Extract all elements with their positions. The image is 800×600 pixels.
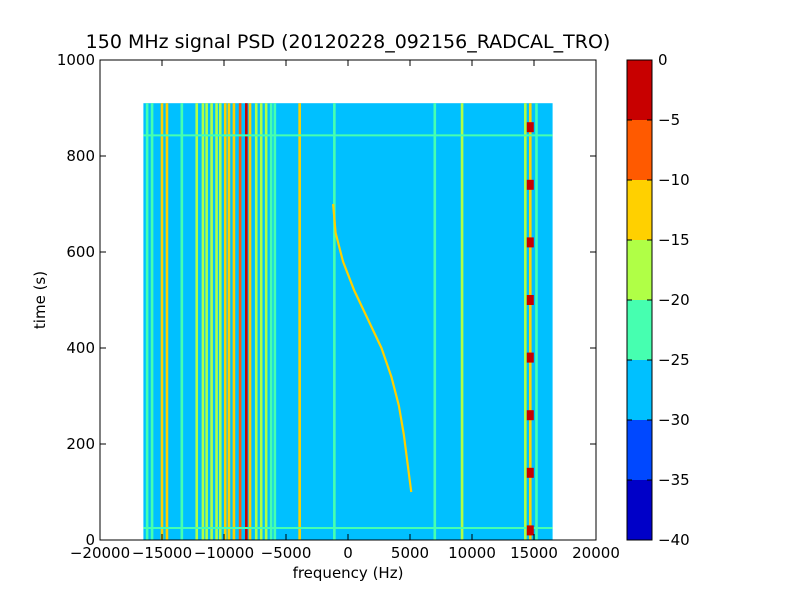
heatmap-background (143, 103, 553, 540)
y-tick-label: 0 (85, 531, 95, 549)
heatmap-area (143, 103, 553, 540)
spectral-line (245, 103, 248, 540)
spectral-line (223, 103, 227, 540)
drifting-signal (332, 203, 413, 493)
spectral-line (238, 103, 242, 540)
spectral-line (254, 103, 258, 540)
burst-mark (526, 352, 534, 363)
x-tick-label: −20000 (70, 544, 130, 562)
spectral-line (298, 103, 301, 540)
spectral-line (264, 103, 268, 540)
spectral-line (524, 103, 527, 540)
colorbar-tick-label: 0 (658, 51, 668, 69)
spectral-line (150, 103, 154, 540)
colorbar-tick-label: −10 (658, 171, 690, 189)
spectral-line (460, 103, 464, 540)
spectral-line (195, 103, 199, 540)
spectral-line (160, 103, 164, 540)
y-tick-label: 600 (66, 243, 95, 261)
burst-mark (526, 179, 534, 190)
spectral-line (180, 103, 184, 540)
colorbar-segment (627, 420, 652, 480)
spectral-line (145, 103, 149, 540)
spectral-line (259, 103, 263, 540)
colorbar-tick-label: −35 (658, 471, 690, 489)
x-tick-label: 0 (343, 544, 353, 562)
burst-mark (526, 467, 534, 478)
y-axis-label: time (s) (31, 271, 49, 329)
x-tick-label: −10000 (194, 544, 254, 562)
y-tick-label: 800 (66, 147, 95, 165)
colorbar-segment (627, 120, 652, 180)
colorbar-segment (627, 300, 652, 360)
spectral-line (269, 103, 273, 540)
colorbar-segment (627, 360, 652, 420)
y-tick-label: 400 (66, 339, 95, 357)
x-tick-label: −5000 (261, 544, 312, 562)
spectral-line (333, 103, 336, 540)
burst-mark (526, 525, 534, 536)
y-tick-label: 200 (66, 435, 95, 453)
spectral-line (535, 103, 538, 540)
spectral-line (210, 103, 213, 540)
x-tick-label: 15000 (510, 544, 558, 562)
colorbar-ticks: 0 −5 −10 −15 −20 −25 −30 −35 −40 (627, 51, 690, 549)
colorbar-segment (627, 180, 652, 240)
colorbar-segment (627, 60, 652, 120)
spectral-line (205, 103, 208, 540)
spectral-line (215, 103, 218, 540)
x-tick-label: 5000 (391, 544, 429, 562)
time-band (143, 527, 553, 529)
x-tick-label: 10000 (448, 544, 496, 562)
x-tick-label: −15000 (132, 544, 192, 562)
burst-mark (526, 410, 534, 421)
colorbar-tick-label: −25 (658, 351, 690, 369)
colorbar-tick-label: −15 (658, 231, 690, 249)
spectral-line (232, 103, 236, 540)
colorbar-tick-label: −5 (658, 111, 680, 129)
y-tick-label: 1000 (57, 51, 95, 69)
x-axis-label: frequency (Hz) (293, 564, 404, 582)
spectral-line (433, 103, 437, 540)
x-tick-label: 20000 (572, 544, 620, 562)
spectral-line (227, 103, 231, 540)
colorbar-tick-label: −20 (658, 291, 690, 309)
colorbar (626, 59, 653, 541)
x-axis: −20000 −15000 −10000 −5000 0 5000 10000 15000 20… (70, 60, 620, 562)
burst-mark (526, 295, 534, 305)
y-axis: 0 200 400 600 800 1000 (57, 51, 596, 549)
spectral-line (218, 103, 222, 540)
spectral-line (528, 103, 532, 540)
colorbar-tick-label: −40 (658, 531, 690, 549)
spectral-line (273, 103, 277, 540)
chart-title: 150 MHz signal PSD (20120228_092156_RADC… (86, 31, 611, 53)
burst-mark (526, 237, 534, 248)
colorbar-tick-label: −30 (658, 411, 690, 429)
spectral-line (165, 103, 169, 540)
burst-mark (526, 122, 534, 133)
spectral-line (201, 103, 205, 540)
colorbar-segment (627, 240, 652, 300)
spectral-line (248, 103, 252, 540)
colorbar-segment (627, 480, 652, 540)
time-band (143, 134, 553, 137)
